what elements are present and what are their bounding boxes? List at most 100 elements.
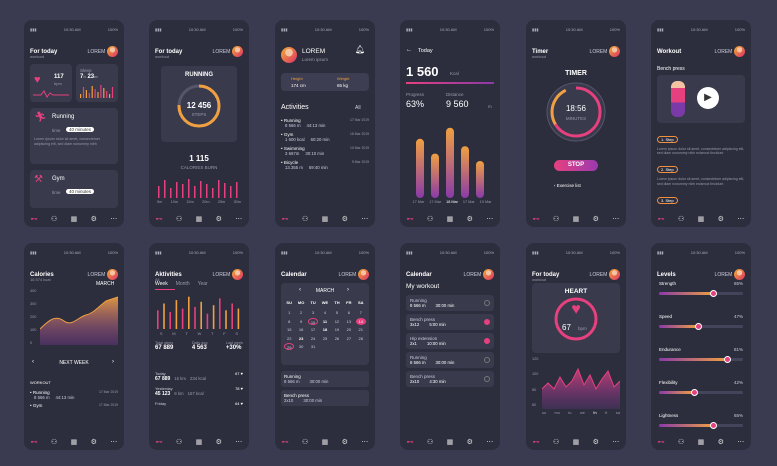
activity-item[interactable]: • Running 17 Mar 2019 8 566 m 44:13 min (281, 118, 369, 128)
level-bar[interactable] (659, 290, 743, 297)
workout-item[interactable]: • Gym 17 Mar 2019 (30, 403, 118, 408)
checklist-item[interactable]: Running 8 566 m 30:00 min (406, 352, 494, 368)
level-bar[interactable] (659, 389, 743, 396)
checklist-item[interactable]: Bench press 3x12 5:00 min (406, 314, 494, 330)
user-icon[interactable]: ⚇ (553, 439, 560, 446)
gym-card[interactable]: ⚒ Gym time 40 minutes (30, 170, 118, 208)
calendar-day[interactable]: 17 (310, 327, 316, 332)
user-icon[interactable]: ⚇ (176, 216, 183, 223)
avatar[interactable] (107, 46, 118, 57)
dumbbell-icon[interactable]: ⊷ (155, 216, 163, 223)
calendar-day[interactable]: 3 (311, 310, 315, 315)
play-icon[interactable]: ▶ (697, 87, 719, 109)
avatar[interactable] (232, 46, 243, 57)
checklist-item[interactable]: Hip extension 2x1 10:00 min (406, 333, 494, 349)
level-bar[interactable] (659, 422, 743, 429)
calendar-day[interactable]: 28 (358, 335, 363, 341)
running-card[interactable]: 🏃︎ Running time 40 minutes Lorem ipsum d… (30, 108, 118, 164)
calendar-day[interactable]: 9 (300, 318, 303, 324)
more-icon[interactable]: ⋯ (737, 216, 745, 223)
dumbbell-icon[interactable]: ⊷ (30, 439, 38, 446)
activity-item[interactable]: • Swimming 10 Mar 2019 3 667m 30:10 min (281, 146, 369, 156)
calendar-icon[interactable]: ▦ (697, 439, 705, 446)
calendar-icon[interactable]: ▦ (697, 216, 705, 223)
dumbbell-icon[interactable]: ⊷ (30, 216, 38, 223)
user-icon[interactable]: ⚇ (553, 216, 560, 223)
more-icon[interactable]: ⋯ (486, 216, 494, 223)
avatar[interactable] (734, 46, 745, 57)
gear-icon[interactable]: ⚙ (215, 216, 222, 223)
gear-icon[interactable]: ⚙ (466, 216, 473, 223)
user-icon[interactable]: ⚇ (427, 439, 434, 446)
calendar-day[interactable]: 24 (310, 335, 316, 341)
avatar[interactable] (734, 269, 745, 280)
more-icon[interactable]: ⋯ (235, 439, 243, 446)
calendar-icon[interactable]: ▦ (572, 216, 580, 223)
dumbbell-icon[interactable]: ⊷ (281, 439, 289, 446)
checkbox[interactable] (484, 319, 490, 325)
avatar[interactable] (483, 269, 494, 280)
step-badge[interactable]: 1. Step (657, 136, 678, 143)
chevron-left-icon[interactable]: ‹ (32, 359, 34, 365)
more-icon[interactable]: ⋯ (486, 439, 494, 446)
level-bar[interactable] (659, 356, 743, 363)
gear-icon[interactable]: ⚙ (341, 439, 348, 446)
exercise-video[interactable]: ▶ (657, 75, 745, 123)
calendar-day[interactable]: 27 (346, 335, 352, 341)
calendar-icon[interactable]: ▦ (321, 439, 329, 446)
more-icon[interactable]: ⋯ (612, 216, 620, 223)
avatar[interactable] (609, 269, 620, 280)
more-icon[interactable]: ⋯ (737, 439, 745, 446)
calendar-day[interactable]: 22 (286, 335, 292, 341)
level-slider-handle[interactable] (690, 389, 698, 396)
calendar-icon[interactable]: ▦ (321, 216, 329, 223)
next-week-label[interactable]: NEXT WEEK (59, 360, 89, 366)
user-icon[interactable]: ⚇ (51, 216, 58, 223)
more-icon[interactable]: ⋯ (361, 216, 369, 223)
calendar-day[interactable]: 18 (322, 327, 328, 332)
dumbbell-icon[interactable]: ⊷ (532, 439, 540, 446)
all-activities-link[interactable]: All (355, 105, 361, 111)
daily-row[interactable]: Yesterday 78 ♥ 45 123 8 km 167 kcal (155, 386, 243, 397)
calendar-icon[interactable]: ▦ (195, 439, 203, 446)
daily-row[interactable]: Today 67 ♥ 67 889 15 km 234 kcal (155, 371, 243, 382)
activity-item[interactable]: • Bicycle 9 Mar 2019 13.355 m 59:40 min (281, 160, 369, 170)
gear-icon[interactable]: ⚙ (90, 216, 97, 223)
more-icon[interactable]: ⋯ (110, 216, 118, 223)
dumbbell-icon[interactable]: ⊷ (657, 216, 665, 223)
tab-month[interactable]: Month (175, 281, 190, 287)
dumbbell-icon[interactable]: ⊷ (657, 439, 665, 446)
sleep-card[interactable]: Sleep 7h 23m (76, 64, 118, 102)
calendar-day[interactable]: 1 (288, 310, 291, 315)
gear-icon[interactable]: ⚙ (466, 439, 473, 446)
checkbox[interactable] (484, 338, 490, 344)
exercise-list-link[interactable]: ‹ Exercise list (554, 183, 581, 188)
gear-icon[interactable]: ⚙ (90, 439, 97, 446)
more-icon[interactable]: ⋯ (612, 439, 620, 446)
gear-icon[interactable]: ⚙ (592, 216, 599, 223)
more-icon[interactable]: ⋯ (110, 439, 118, 446)
calendar-day[interactable]: 10 (307, 317, 319, 325)
day-workout-item[interactable]: Running 8 566 m 30:00 min (281, 371, 369, 387)
calendar-day[interactable]: 8 (288, 318, 291, 324)
user-icon[interactable]: ⚇ (678, 439, 685, 446)
gear-icon[interactable]: ⚙ (341, 216, 348, 223)
user-icon[interactable]: ⚇ (678, 216, 685, 223)
user-icon[interactable]: ⚇ (51, 439, 58, 446)
calendar-day[interactable]: 26 (334, 335, 340, 341)
calendar-day[interactable]: 2 (300, 310, 303, 315)
calendar-icon[interactable]: ▦ (446, 216, 454, 223)
gear-icon[interactable]: ⚙ (215, 439, 222, 446)
chevron-left-icon[interactable]: ‹ (299, 287, 301, 293)
avatar[interactable] (281, 47, 297, 63)
calendar-icon[interactable]: ▦ (70, 216, 78, 223)
checkbox[interactable] (484, 357, 490, 363)
calendar-day[interactable]: 4 (323, 310, 327, 315)
chevron-right-icon[interactable]: › (347, 287, 349, 293)
calendar-day[interactable]: 16 (298, 327, 304, 332)
gear-icon[interactable]: ⚙ (717, 439, 724, 446)
heart-card[interactable]: ♥ 117 bpm (30, 64, 72, 102)
dumbbell-icon[interactable]: ⊷ (532, 216, 540, 223)
user-icon[interactable]: ⚇ (427, 216, 434, 223)
level-slider-handle[interactable] (710, 290, 718, 297)
